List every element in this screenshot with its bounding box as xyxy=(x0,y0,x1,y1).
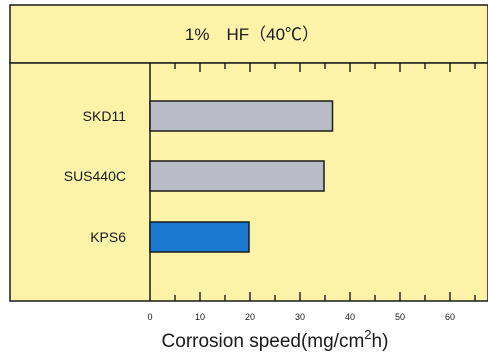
bar-kps6 xyxy=(149,221,250,253)
x-tick-label-40: 40 xyxy=(345,312,355,322)
x-axis-label-superscript: 2 xyxy=(364,327,371,342)
x-tick-label-0: 0 xyxy=(147,312,152,322)
x-tick-label-60: 60 xyxy=(445,312,455,322)
bottom-axis-ticks xyxy=(174,292,476,301)
chart-title: 1% HF（40℃） xyxy=(185,25,319,44)
category-label-sus440c: SUS440C xyxy=(64,168,126,184)
x-tick-labels: 0 10 20 30 40 50 60 xyxy=(147,312,455,322)
category-label-skd11: SKD11 xyxy=(83,108,127,124)
category-labels: SKD11 SUS440C KPS6 xyxy=(64,108,126,245)
top-axis-ticks xyxy=(174,63,476,72)
bars-group xyxy=(149,100,334,253)
x-axis-label-main: Corrosion speed(mg/cm xyxy=(162,331,365,352)
x-tick-label-50: 50 xyxy=(395,312,405,322)
x-tick-label-30: 30 xyxy=(295,312,305,322)
bar-sus440c xyxy=(149,160,325,192)
title-band xyxy=(9,4,488,64)
x-axis-label-suffix: h) xyxy=(372,331,389,352)
x-tick-label-10: 10 xyxy=(195,312,205,322)
bar-skd11 xyxy=(149,100,334,132)
x-axis-label: Corrosion speed(mg/cm2h) xyxy=(162,327,389,352)
x-tick-label-20: 20 xyxy=(245,312,255,322)
category-label-kps6: KPS6 xyxy=(90,229,126,245)
